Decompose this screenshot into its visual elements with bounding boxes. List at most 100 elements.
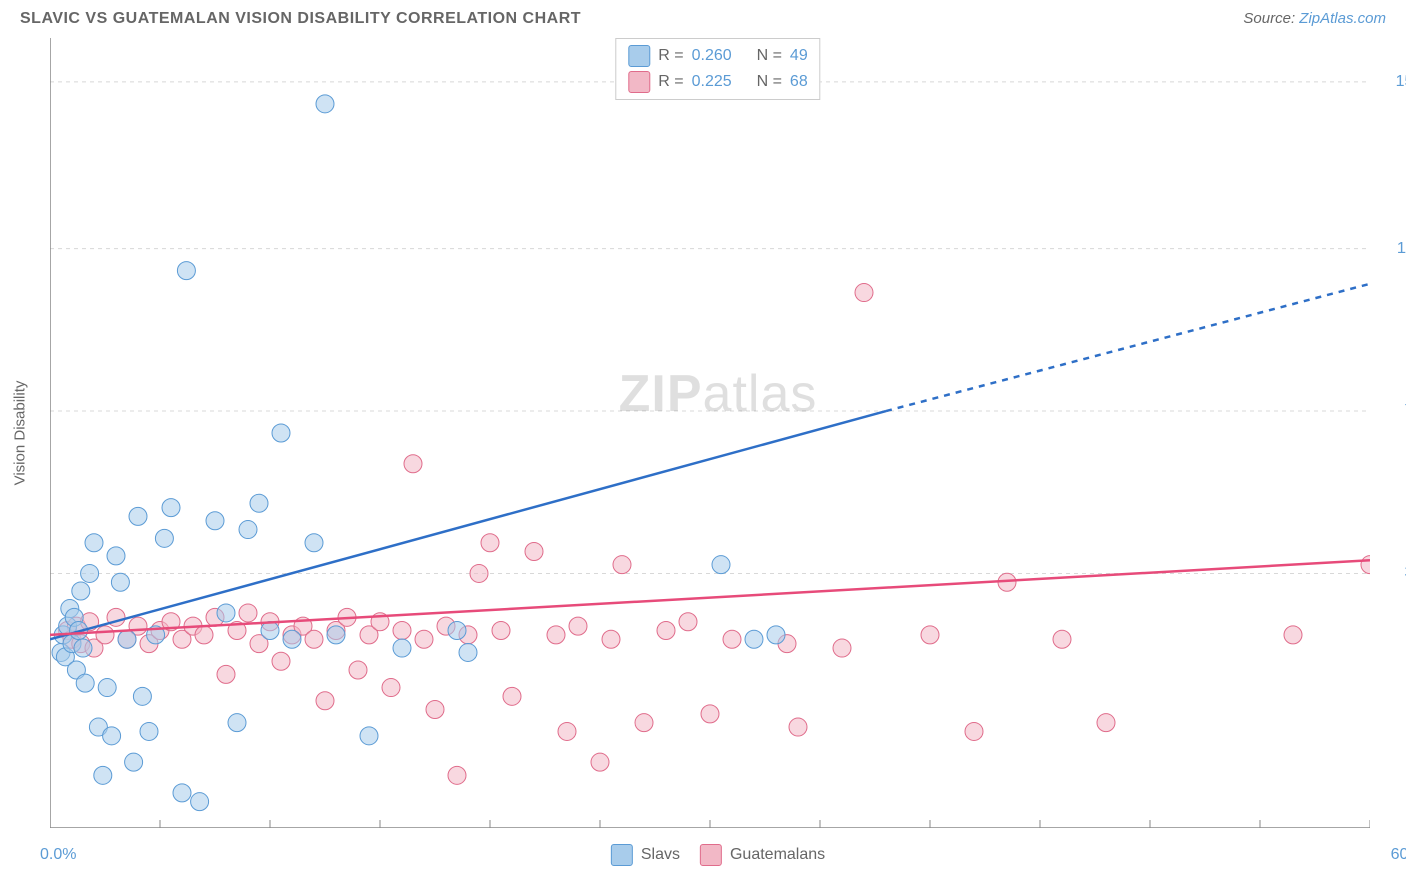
- series-legend: Slavs Guatemalans: [611, 844, 825, 866]
- pink-point: [635, 714, 653, 732]
- blue-point: [103, 727, 121, 745]
- pink-point: [305, 630, 323, 648]
- blue-point: [459, 643, 477, 661]
- blue-trend-line: [50, 411, 886, 639]
- blue-point: [250, 494, 268, 512]
- blue-point: [327, 626, 345, 644]
- scatter-chart: [50, 38, 1370, 828]
- pink-point: [1097, 714, 1115, 732]
- blue-point: [81, 564, 99, 582]
- y-axis-label: Vision Disability: [12, 381, 29, 486]
- chart-title: SLAVIC VS GUATEMALAN VISION DISABILITY C…: [20, 10, 581, 28]
- pink-point: [723, 630, 741, 648]
- blue-point: [177, 262, 195, 280]
- blue-point: [393, 639, 411, 657]
- blue-point: [140, 722, 158, 740]
- blue-point: [283, 630, 301, 648]
- legend-swatch: [700, 844, 722, 866]
- blue-point: [98, 679, 116, 697]
- pink-point: [591, 753, 609, 771]
- pink-point: [217, 665, 235, 683]
- pink-point: [382, 679, 400, 697]
- blue-point: [118, 630, 136, 648]
- header: SLAVIC VS GUATEMALAN VISION DISABILITY C…: [0, 0, 1406, 28]
- series-legend-item: Guatemalans: [700, 844, 825, 866]
- pink-point: [602, 630, 620, 648]
- blue-point: [217, 604, 235, 622]
- pink-point: [558, 722, 576, 740]
- pink-point: [393, 622, 411, 640]
- pink-point: [525, 543, 543, 561]
- blue-point: [767, 626, 785, 644]
- y-tick-label: 15.0%: [1396, 73, 1406, 91]
- blue-point: [316, 95, 334, 113]
- pink-point: [833, 639, 851, 657]
- blue-point: [448, 622, 466, 640]
- legend-swatch: [628, 45, 650, 67]
- pink-point: [613, 556, 631, 574]
- x-axis-origin-label: 0.0%: [40, 846, 76, 864]
- pink-point: [272, 652, 290, 670]
- stats-legend-row: R = 0.260 N = 49: [628, 43, 807, 69]
- blue-point: [191, 793, 209, 811]
- pink-point: [404, 455, 422, 473]
- pink-point: [481, 534, 499, 552]
- blue-point: [125, 753, 143, 771]
- pink-point: [547, 626, 565, 644]
- pink-point: [503, 687, 521, 705]
- legend-swatch: [611, 844, 633, 866]
- blue-point: [272, 424, 290, 442]
- pink-point: [701, 705, 719, 723]
- blue-point: [72, 582, 90, 600]
- blue-point: [74, 639, 92, 657]
- blue-point: [76, 674, 94, 692]
- blue-point: [107, 547, 125, 565]
- blue-point: [155, 529, 173, 547]
- stats-legend: R = 0.260 N = 49 R = 0.225 N = 68: [615, 38, 820, 100]
- blue-point: [261, 622, 279, 640]
- pink-point: [316, 692, 334, 710]
- pink-point: [492, 622, 510, 640]
- blue-point: [162, 499, 180, 517]
- series-legend-item: Slavs: [611, 844, 680, 866]
- blue-point: [239, 521, 257, 539]
- blue-point: [360, 727, 378, 745]
- pink-point: [921, 626, 939, 644]
- stats-legend-row: R = 0.225 N = 68: [628, 69, 807, 95]
- y-tick-label: 11.2%: [1397, 240, 1406, 258]
- x-axis-max-label: 60.0%: [1391, 846, 1406, 864]
- pink-point: [1053, 630, 1071, 648]
- pink-point: [448, 766, 466, 784]
- blue-point: [206, 512, 224, 530]
- blue-point: [94, 766, 112, 784]
- pink-point: [789, 718, 807, 736]
- pink-point: [569, 617, 587, 635]
- pink-point: [965, 722, 983, 740]
- blue-trend-dash: [886, 284, 1370, 411]
- pink-point: [1284, 626, 1302, 644]
- blue-point: [111, 573, 129, 591]
- pink-point: [239, 604, 257, 622]
- pink-point: [657, 622, 675, 640]
- pink-point: [1361, 556, 1370, 574]
- blue-point: [85, 534, 103, 552]
- pink-point: [426, 701, 444, 719]
- blue-point: [133, 687, 151, 705]
- pink-point: [855, 284, 873, 302]
- blue-point: [129, 507, 147, 525]
- blue-point: [712, 556, 730, 574]
- legend-swatch: [628, 71, 650, 93]
- pink-point: [470, 564, 488, 582]
- pink-point: [415, 630, 433, 648]
- blue-point: [228, 714, 246, 732]
- source-text: Source: ZipAtlas.com: [1243, 10, 1386, 27]
- pink-point: [679, 613, 697, 631]
- blue-point: [173, 784, 191, 802]
- pink-trend-line: [50, 560, 1370, 635]
- source-link[interactable]: ZipAtlas.com: [1299, 10, 1386, 27]
- pink-point: [195, 626, 213, 644]
- pink-point: [349, 661, 367, 679]
- plot-area: Vision Disability ZIPatlas R = 0.260 N =…: [50, 38, 1386, 828]
- blue-point: [305, 534, 323, 552]
- pink-point: [96, 626, 114, 644]
